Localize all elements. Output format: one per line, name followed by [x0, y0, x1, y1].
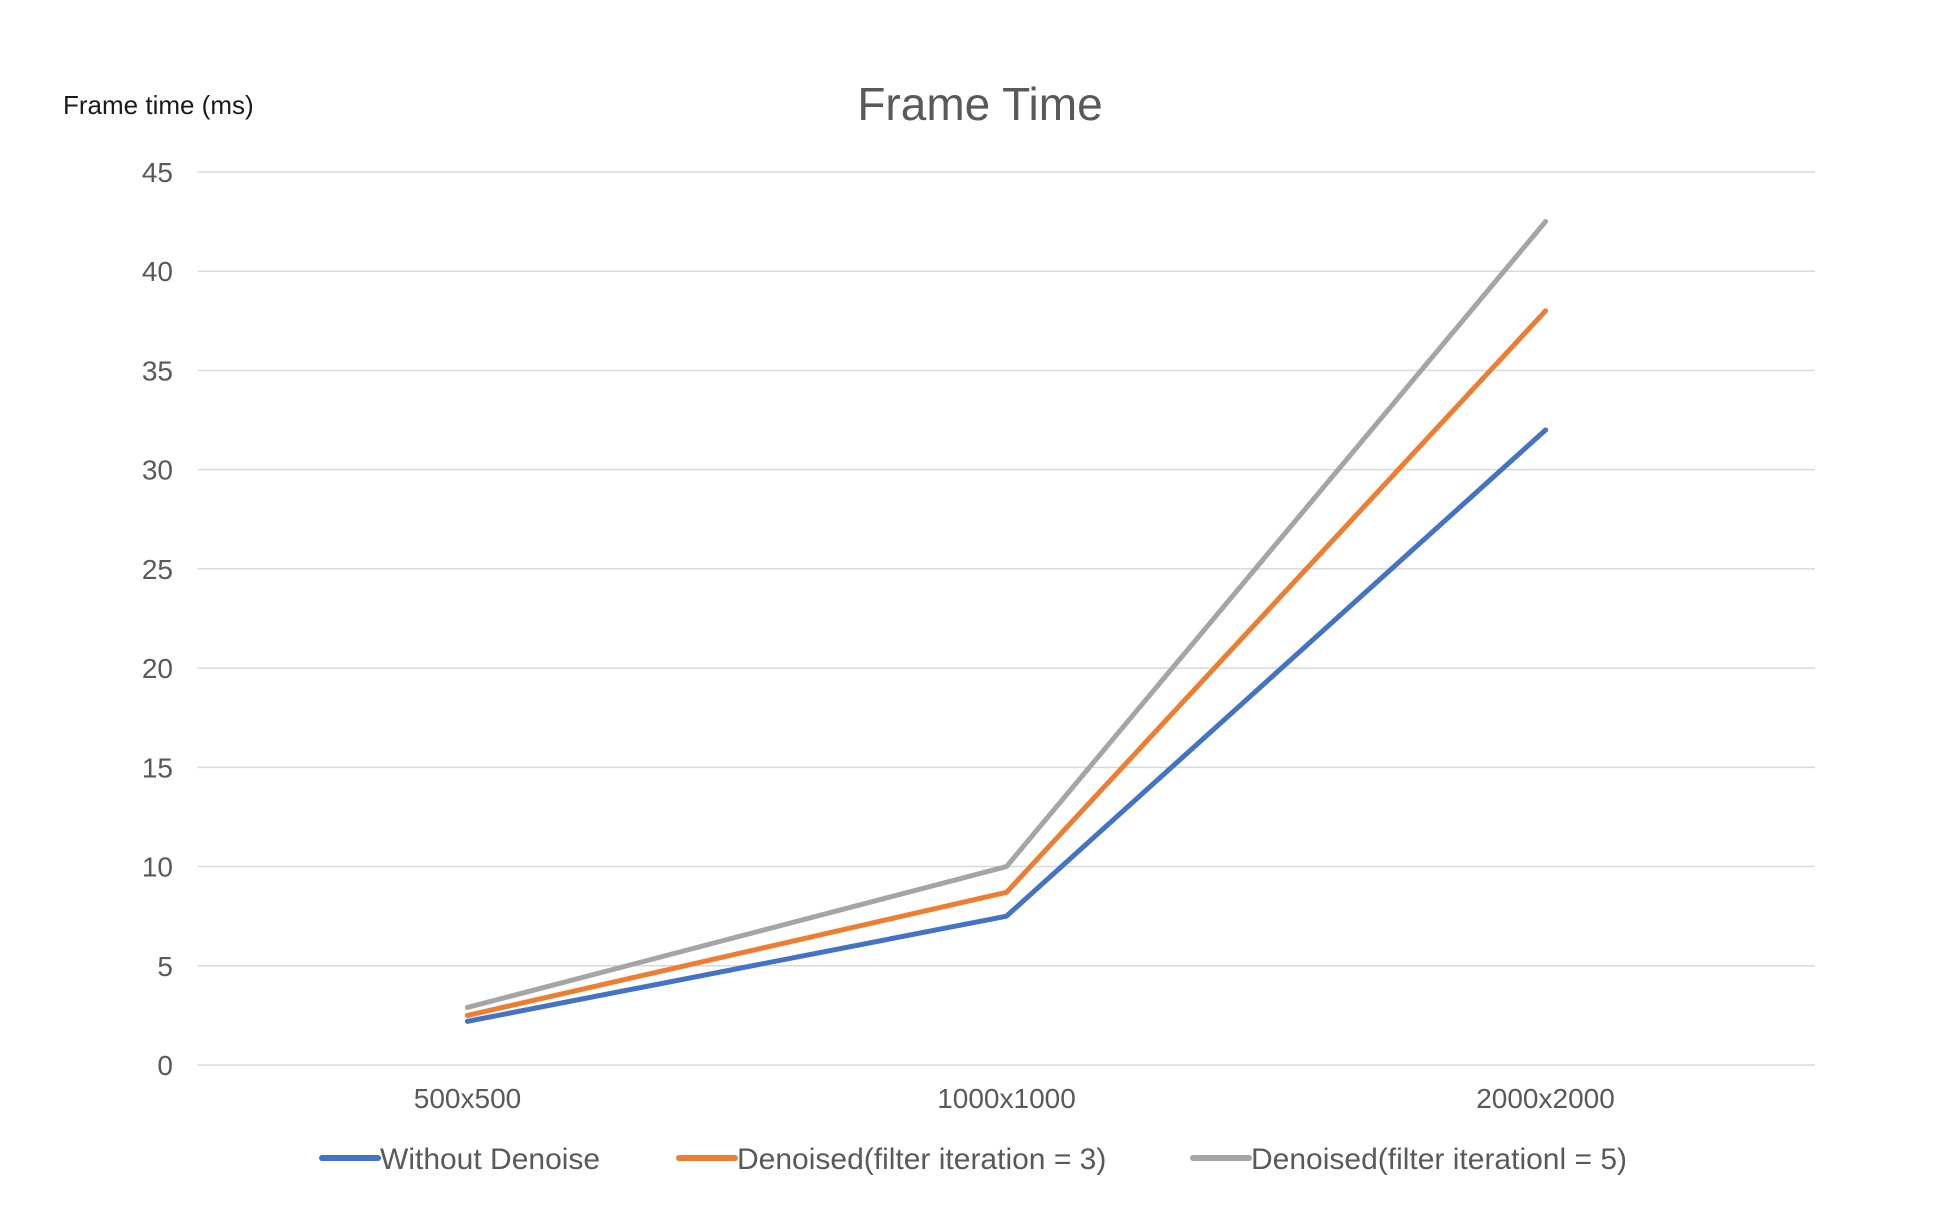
- y-tick-label: 10: [142, 852, 173, 883]
- data-point: [465, 1004, 470, 1010]
- x-tick-label: 500x500: [414, 1083, 521, 1114]
- y-tick-label: 35: [142, 355, 173, 386]
- y-tick-label: 5: [157, 951, 173, 982]
- x-axis-ticks: 500x500 1000x1000 2000x2000: [414, 1083, 1615, 1114]
- data-point: [465, 1018, 470, 1024]
- legend-label-1: Without Denoise: [380, 1143, 600, 1176]
- data-point: [465, 1012, 470, 1018]
- series-lines: [465, 219, 1548, 1024]
- y-tick-label: 30: [142, 455, 173, 486]
- data-point: [1004, 889, 1009, 895]
- y-tick-label: 25: [142, 554, 173, 585]
- x-tick-label: 1000x1000: [937, 1083, 1076, 1114]
- x-tick-label: 2000x2000: [1476, 1083, 1615, 1114]
- y-tick-label: 45: [142, 157, 173, 188]
- data-point: [1004, 864, 1009, 870]
- data-point: [1543, 219, 1548, 225]
- data-point: [1543, 308, 1548, 314]
- series-line-1: [465, 427, 1548, 1024]
- chart-title: Frame Time: [857, 78, 1102, 130]
- y-tick-label: 0: [157, 1050, 173, 1081]
- y-tick-label: 15: [142, 752, 173, 783]
- y-tick-label: 20: [142, 653, 173, 684]
- y-axis-label: Frame time (ms): [63, 90, 254, 120]
- y-axis-ticks: 0 5 10 15 20 25 30 35 40 45: [142, 157, 173, 1081]
- legend-label-3: Denoised(filter iterationl = 5): [1251, 1143, 1627, 1176]
- legend-label-2: Denoised(filter iteration = 3): [737, 1143, 1106, 1176]
- gridlines: [198, 171, 1815, 1066]
- data-point: [1543, 427, 1548, 433]
- y-tick-label: 40: [142, 256, 173, 287]
- legend: Without Denoise Denoised(filter iteration…: [319, 1143, 1627, 1176]
- data-point: [1004, 913, 1009, 919]
